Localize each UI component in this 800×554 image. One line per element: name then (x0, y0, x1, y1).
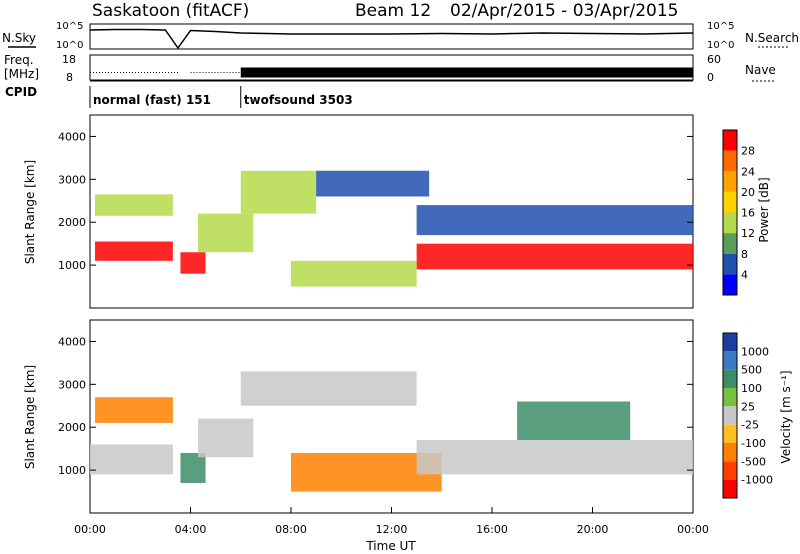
freq-right-tick-bottom: 0 (707, 71, 714, 84)
power-ytick-label-2: 3000 (58, 173, 86, 186)
noise-panel: N.Sky 10^5 10^0 10^5 10^0 N.Search (2, 21, 799, 51)
velocity-colorbar-tick-7: -1000 (741, 474, 773, 487)
freq-label-top: Freq. (4, 53, 34, 67)
power-colorbar-swatch-4 (723, 212, 737, 234)
noise-left-tick-bottom: 10^0 (56, 40, 83, 51)
power-colorbar-swatch-6 (723, 253, 737, 275)
velocity-colorbar-frame (722, 332, 738, 499)
xtick-label-1: 04:00 (175, 523, 207, 536)
velocity-colorbar-swatch-4 (723, 406, 737, 425)
noise-right-tick-bottom: 10^0 (707, 40, 734, 51)
power-band-0 (95, 241, 173, 261)
xtick-label-4: 16:00 (476, 523, 508, 536)
velocity-colorbar-label: Velocity [m s⁻¹] (779, 370, 793, 463)
freq-left-tick-bottom: 8 (66, 71, 73, 84)
velocity-band-6 (416, 440, 693, 475)
velocity-ytick-label-1: 2000 (58, 421, 86, 434)
xtick-label-6: 00:00 (677, 523, 709, 536)
xtick-label-3: 12:00 (376, 523, 408, 536)
velocity-colorbar-swatch-3 (723, 388, 737, 407)
velocity-colorbar-swatch-8 (723, 479, 737, 498)
power-colorbar-tick-1: 24 (741, 165, 755, 178)
nsearch-label: N.Search (745, 31, 799, 45)
cpid-panel: CPID normal (fast) 151 twofsound 3503 (5, 85, 353, 108)
power-band-4 (240, 170, 317, 214)
velocity-colorbar-tick-6: -500 (741, 455, 766, 468)
frequency-panel: Freq. [MHz] 18 8 60 0 Nave (4, 53, 776, 84)
xtick-label-2: 08:00 (275, 523, 307, 536)
velocity-panel: 1000 2000 3000 4000 Slant Range [km] 1000 50… (23, 319, 793, 553)
velocity-colorbar-tick-5: -100 (741, 437, 766, 450)
power-colorbar-tick-4: 12 (741, 227, 755, 240)
nave-label: Nave (745, 63, 776, 77)
power-colorbar-swatch-0 (723, 130, 737, 151)
date-range: 02/Apr/2015 - 03/Apr/2015 (450, 1, 678, 21)
power-ytick-label-1: 2000 (58, 216, 86, 229)
velocity-colorbar-tick-0: 1000 (741, 345, 769, 358)
nsky-label: N.Sky (2, 31, 36, 45)
velocity-band-3 (198, 418, 254, 458)
power-colorbar-frame (722, 129, 738, 296)
power-colorbar-tick-0: 28 (741, 145, 755, 158)
power-band-3 (198, 213, 254, 253)
velocity-colorbar-tick-1: 500 (741, 364, 762, 377)
power-colorbar-tick-3: 16 (741, 207, 755, 220)
velocity-band-0 (95, 397, 173, 423)
power-ylabel: Slant Range [km] (23, 160, 37, 264)
cpid-mode-label-0: normal (fast) 151 (93, 93, 211, 107)
cpid-mode-label-1: twofsound 3503 (244, 93, 353, 107)
x-axis-label: Time UT (365, 539, 416, 553)
velocity-ylabel: Slant Range [km] (23, 365, 37, 469)
velocity-band-7 (517, 401, 631, 441)
power-colorbar-tick-5: 8 (741, 248, 748, 261)
velocity-colorbar-swatch-7 (723, 461, 737, 480)
velocity-colorbar-tick-4: -25 (741, 419, 759, 432)
power-ytick-label-0: 1000 (58, 259, 86, 272)
freq-right-tick-top: 60 (707, 53, 721, 66)
power-band-5 (316, 170, 430, 197)
xtick-label-0: 00:00 (74, 523, 106, 536)
power-band-1 (95, 194, 173, 216)
power-ytick-label-3: 4000 (58, 130, 86, 143)
power-band-8 (291, 260, 417, 287)
power-colorbar-swatch-7 (723, 274, 737, 295)
velocity-colorbar-swatch-1 (723, 351, 737, 370)
power-colorbar-tick-2: 20 (741, 186, 755, 199)
velocity-ytick-label-2: 3000 (58, 378, 86, 391)
power-band-7 (416, 205, 693, 236)
cpid-label: CPID (5, 85, 37, 99)
xtick-label-5: 20:00 (577, 523, 609, 536)
freq-label-bottom: [MHz] (4, 67, 39, 81)
power-panel: 1000 2000 3000 4000 Slant Range [km] 28 24 20… (23, 114, 771, 309)
velocity-colorbar-swatch-6 (723, 443, 737, 462)
freq-left-tick-top: 18 (62, 53, 76, 66)
velocity-band-4 (240, 371, 417, 406)
velocity-band-2 (180, 452, 206, 483)
noise-left-tick-top: 10^5 (56, 21, 83, 32)
frequency-series (90, 67, 693, 82)
power-band-6 (416, 243, 693, 270)
velocity-colorbar-tick-2: 100 (741, 382, 762, 395)
velocity-colorbar-swatch-0 (723, 333, 737, 352)
power-colorbar-swatch-2 (723, 171, 737, 192)
power-band-2 (180, 252, 206, 274)
freq-band-twofsound (240, 67, 693, 78)
noise-series-line (89, 28, 694, 50)
velocity-colorbar-swatch-5 (723, 424, 737, 443)
power-colorbar-swatch-3 (723, 191, 737, 213)
beam-label: Beam 12 (355, 1, 431, 21)
velocity-ytick-label-3: 4000 (58, 335, 86, 348)
velocity-ytick-label-0: 1000 (58, 464, 86, 477)
velocity-colorbar-tick-3: 25 (741, 400, 755, 413)
power-colorbar-tick-6: 4 (741, 268, 748, 281)
noise-right-tick-top: 10^5 (707, 21, 734, 32)
velocity-band-1 (90, 444, 173, 475)
velocity-colorbar-swatch-2 (723, 369, 737, 388)
power-colorbar-swatch-1 (723, 150, 737, 172)
station-title: Saskatoon (fitACF) (92, 1, 249, 21)
power-colorbar-label: Power [dB] (757, 177, 771, 242)
power-colorbar-swatch-5 (723, 233, 737, 254)
